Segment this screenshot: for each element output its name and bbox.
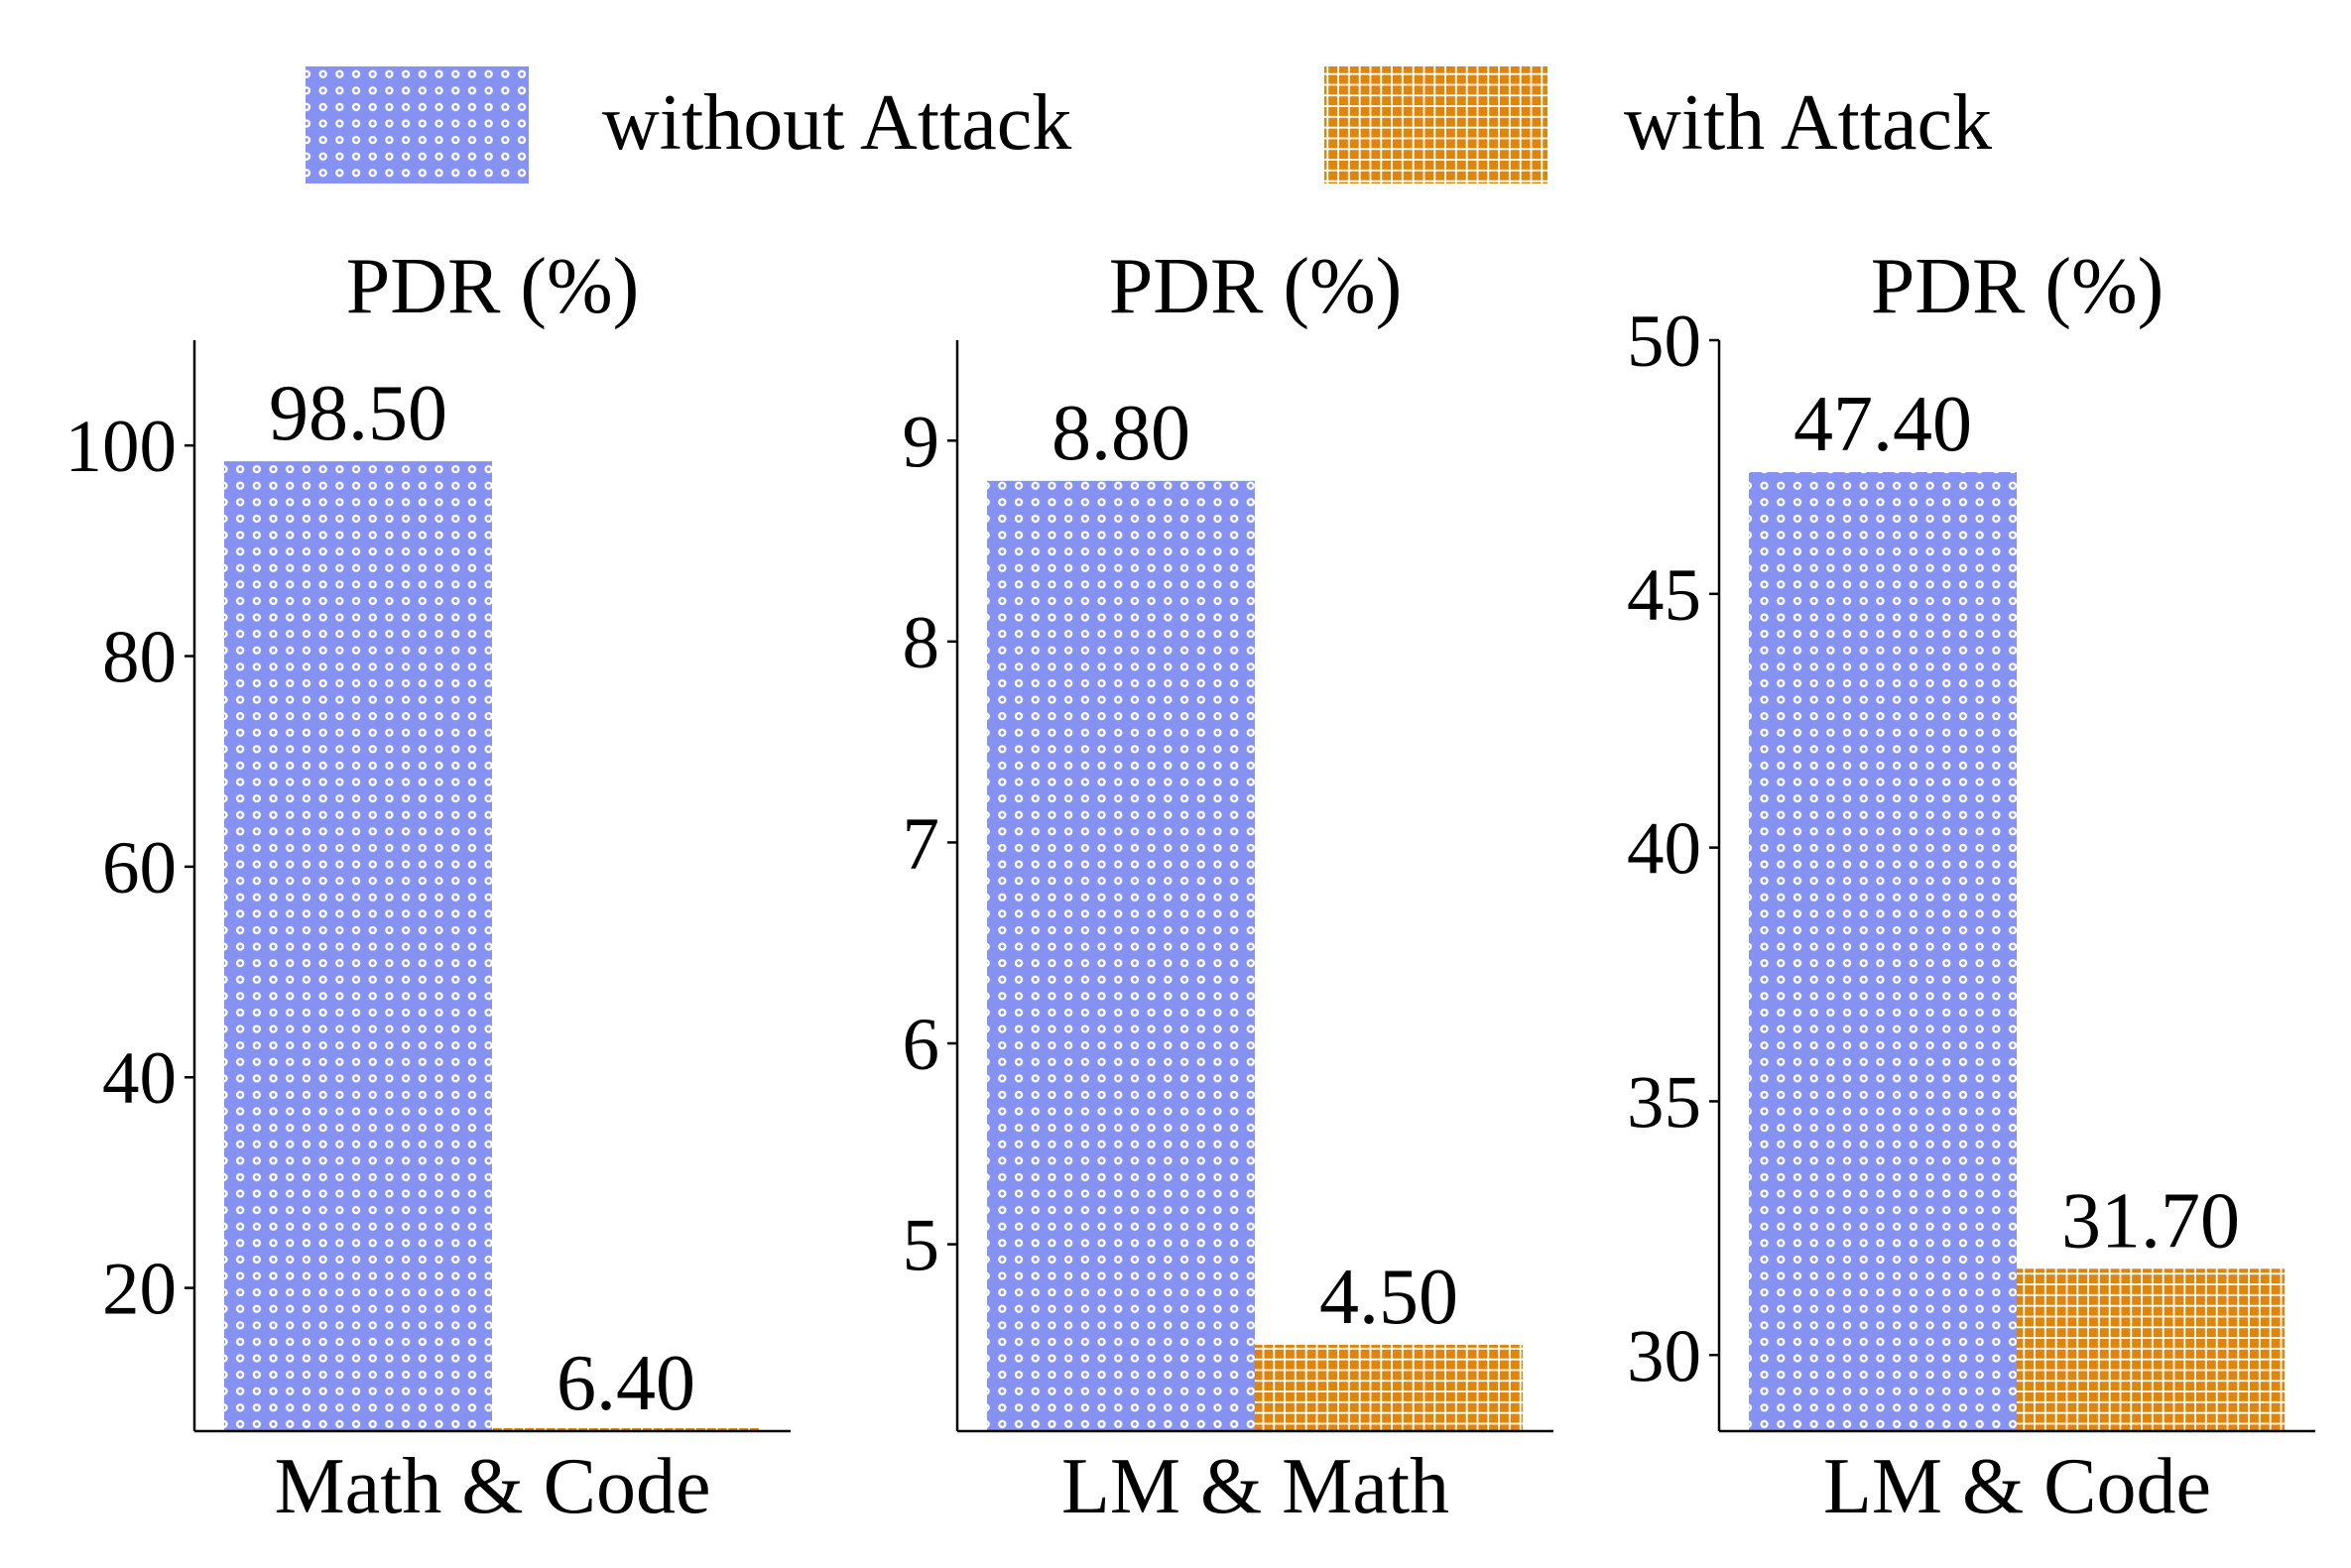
legend-label-with-attack: with Attack	[1624, 79, 1992, 167]
legend-label-without-attack: without Attack	[602, 79, 1071, 167]
panel-1-y-tick-label: 8	[903, 602, 940, 684]
panel-0-y-tick-label: 100	[65, 406, 178, 488]
panel-0-data-label-with-attack: 6.40	[557, 1340, 695, 1427]
panel-1-data-label-with-attack: 4.50	[1319, 1254, 1458, 1341]
panel-2-y-tick-label: 40	[1627, 808, 1701, 891]
panel-1-y-tick-label: 7	[903, 802, 940, 885]
panel-2-data-label-without-attack: 47.40	[1794, 381, 1972, 468]
panel-2-x-label: LM & Code	[1823, 1443, 2211, 1530]
panel-2-data-label-with-attack: 31.70	[2061, 1177, 2240, 1265]
panel-1-y-tick-label: 5	[903, 1205, 940, 1287]
panel-2-y-tick-label: 50	[1627, 301, 1701, 383]
panel-1-x-label: LM & Math	[1061, 1443, 1449, 1530]
panel-2-y-tick-label: 35	[1627, 1061, 1701, 1144]
panel-1-title: PDR (%)	[1109, 243, 1403, 330]
panel-0-x-label: Math & Code	[275, 1443, 711, 1530]
panel-0-bar-without-attack	[224, 461, 492, 1431]
panel-0-data-label-without-attack: 98.50	[269, 370, 447, 457]
panel-1-bar-with-attack	[1255, 1344, 1523, 1431]
panel-1-y-tick-label: 6	[903, 1004, 940, 1086]
panel-0-y-tick-label: 40	[102, 1037, 177, 1120]
legend-swatch-without-attack	[306, 66, 529, 183]
panel-0-y-tick-label: 60	[102, 827, 177, 909]
panel-2-bar-with-attack	[2017, 1268, 2285, 1431]
panel-1-y-tick-label: 9	[903, 401, 940, 483]
legend-swatch-with-attack	[1324, 66, 1547, 183]
panel-2-title: PDR (%)	[1871, 243, 2165, 330]
panel-1-bar-without-attack	[987, 480, 1255, 1431]
panel-2-bar-without-attack	[1749, 472, 2017, 1431]
panel-math-code: 98.50 6.40 20 40 60 80 100 PDR (%) Math & Code	[65, 243, 791, 1530]
legend: without Attack with Attack	[306, 66, 1992, 183]
panel-lm-code: 47.40 31.70 30 35 40 45 50 PDR (%) LM & Code	[1627, 243, 2315, 1530]
panel-0-y-tick-label: 80	[102, 617, 177, 699]
panel-1-data-label-without-attack: 8.80	[1052, 390, 1190, 477]
panel-2-y-tick-label: 30	[1627, 1315, 1701, 1397]
panel-lm-math: 8.80 4.50 5 6 7 8 9 PDR (%) LM & Math	[903, 243, 1553, 1530]
panel-0-bar-with-attack	[492, 1428, 760, 1431]
panel-2-y-tick-label: 45	[1627, 554, 1701, 637]
panel-0-title: PDR (%)	[346, 243, 640, 330]
panel-0-y-tick-label: 20	[102, 1249, 177, 1331]
